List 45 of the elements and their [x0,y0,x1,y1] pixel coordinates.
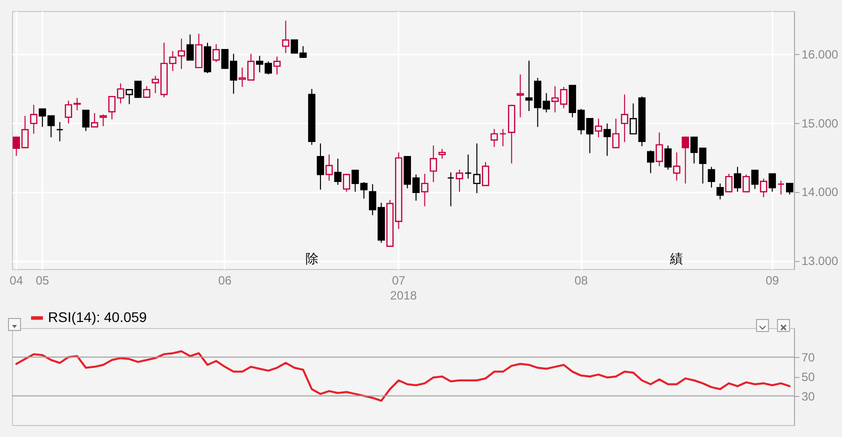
candlestick [56,122,64,142]
y-tick-label: 16.000 [802,47,839,62]
candlestick [447,172,454,207]
y-tick-label: 30 [802,389,816,404]
candlestick [490,128,498,148]
x-tick-label: 06 [218,274,232,288]
candlestick [604,122,611,156]
legend-label: RSI(14): 40.059 [48,309,148,325]
candlestick [430,145,438,183]
candlestick [716,182,724,200]
x-tick-label: 08 [574,274,588,288]
candlestick [664,145,672,170]
candlestick [682,136,690,184]
candlestick [464,154,472,180]
candlestick [334,158,342,186]
candlestick [673,152,680,182]
candlestick [777,180,785,195]
candlestick [768,173,776,192]
candlestick [186,34,194,61]
y-tick-label: 70 [802,350,816,365]
x-tick-label: 09 [766,274,780,288]
candlestick [708,166,716,188]
annotation: 除 [305,252,318,267]
y-tick-label: 13.000 [802,254,839,268]
candlestick [438,148,446,160]
line-series [15,350,791,402]
x-axis-title: 2018 [390,288,418,302]
candlestick [751,170,759,190]
y-tick-label: 50 [802,370,816,384]
y-tick-label: 15.000 [802,116,839,130]
candlestick [656,132,663,167]
candlestick [734,166,742,192]
candlestick [82,110,90,132]
candlestick [143,86,150,98]
candlestick [646,150,654,174]
candlestick [316,142,324,190]
x-tick-label: 04 [10,274,24,288]
y-tick-label: 14.000 [802,185,839,200]
candlestick [516,74,524,118]
candlestick [499,128,507,147]
candlestick [786,182,794,195]
x-tick-label: 07 [392,274,406,288]
candlestick [326,154,333,182]
annotation: 績 [669,252,684,267]
x-tick-label: 05 [36,274,50,288]
